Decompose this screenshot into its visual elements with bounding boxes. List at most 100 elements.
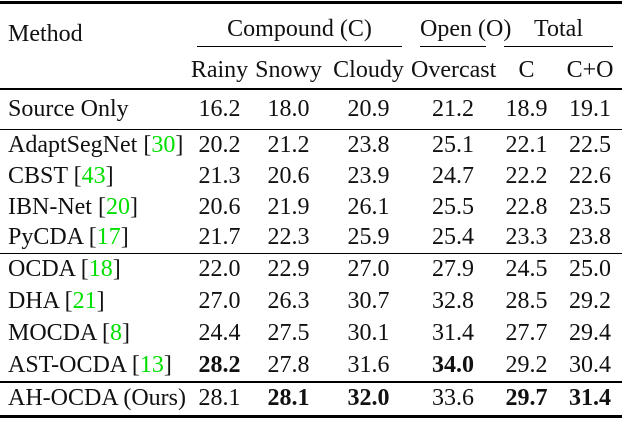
method-cell: AST-OCDA [13] [8,351,172,378]
table-header: Method Compound (C) Open (O) Total Rainy… [0,3,622,89]
value-cell: 25.0 [569,256,612,283]
table-row: PyCDA [17] 21.7 22.3 25.9 25.4 23.3 23.8 [0,223,622,254]
column-group-compound-label: Compound (C) [227,15,372,42]
value-cell: 33.6 [432,385,475,412]
table-row: AdaptSegNet [30] 20.2 21.2 23.8 25.1 22.1 22.5 [0,130,622,161]
citation-link[interactable]: 18 [88,256,113,283]
method-cell: IBN-Net [20] [8,193,138,220]
table-row: AST-OCDA [13] 28.2 27.8 31.6 34.0 29.2 30.4 [0,350,622,382]
compound-group-underline: Compound (C) [197,15,403,47]
value-cell: 27.8 [267,351,310,378]
citation-link[interactable]: 43 [81,162,106,189]
method-name: AH-OCDA (Ours) [8,385,186,412]
citation-link[interactable]: 13 [139,351,164,378]
column-header-overcast: Overcast [411,57,497,83]
method-name: CBST [8,162,68,189]
value-cell: 23.8 [569,224,612,251]
citation-link[interactable]: 8 [110,320,123,346]
value-cell: 23.5 [569,193,612,220]
value-cell: 21.2 [267,131,310,158]
value-cell: 28.5 [505,288,548,314]
value-cell: 24.5 [505,256,548,283]
value-cell: 25.1 [432,131,475,158]
value-cell: 31.4 [432,320,475,346]
value-cell: 32.0 [347,385,390,412]
citation-link[interactable]: 21 [72,288,97,314]
value-cell: 27.7 [505,320,548,346]
value-cell: 29.2 [505,351,548,378]
value-cell: 26.3 [267,288,310,314]
table-row: IBN-Net [20] 20.6 21.9 26.1 25.5 22.8 23.5 [0,192,622,223]
method-name: AST-OCDA [8,351,126,378]
group-header-row: Method Compound (C) Open (O) Total [0,3,622,47]
column-header-rainy: Rainy [190,57,249,83]
benchmark-results-table: Method Compound (C) Open (O) Total Rainy… [0,1,622,418]
method-cell: AH-OCDA (Ours) [0,382,188,417]
method-name: MOCDA [8,320,97,346]
value-cell: 27.5 [267,320,310,346]
value-cell: 32.8 [432,288,475,314]
value-cell: 28.1 [267,385,310,412]
table-row: DHA [21] 27.0 26.3 30.7 32.8 28.5 29.2 [0,286,622,318]
value-cell: 22.2 [505,162,548,189]
value-cell: 30.1 [347,320,390,346]
method-name: OCDA [8,256,75,283]
citation-link[interactable]: 30 [151,131,176,158]
value-cell: 31.6 [347,351,390,378]
column-header-method: Method [8,21,83,48]
value-cell: 29.2 [569,288,612,314]
value-cell: 22.9 [267,256,310,283]
total-group-underline: Total [504,15,614,47]
method-cell: AdaptSegNet [30] [8,131,184,158]
table-row: MOCDA [8] 24.4 27.5 30.1 31.4 27.7 29.4 [0,318,622,350]
value-cell: 20.2 [198,131,241,158]
method-name: Source Only [8,95,129,122]
value-cell: 34.0 [432,351,475,378]
citation-link[interactable]: 20 [105,193,130,220]
value-cell: 20.9 [347,95,390,122]
column-header-cloudy: Cloudy [333,57,404,83]
value-cell: 28.2 [198,351,241,378]
value-cell: 22.3 [267,224,310,251]
value-cell: 18.9 [505,95,548,122]
value-cell: 22.6 [569,162,612,189]
value-cell: 25.4 [432,224,475,251]
value-cell: 22.5 [569,131,612,158]
method-cell: DHA [21] [8,288,105,314]
value-cell: 27.9 [432,256,475,283]
method-cell: CBST [43] [8,162,114,189]
value-cell: 27.0 [347,256,390,283]
citation-link[interactable]: 17 [96,224,121,251]
column-group-total-label: Total [534,15,584,42]
value-cell: 20.6 [267,162,310,189]
column-group-compound: Compound (C) [188,3,411,47]
table-row: AH-OCDA (Ours) 28.1 28.1 32.0 33.6 29.7 31.4 [0,382,622,417]
value-cell: 25.5 [432,193,475,220]
value-cell: 18.0 [267,95,310,122]
value-cell: 29.4 [569,320,612,346]
method-cell: MOCDA [8] [8,320,131,346]
value-cell: 23.9 [347,162,390,189]
column-group-open-label: Open (O) [420,15,512,42]
value-cell: 31.4 [569,385,612,412]
method-name: DHA [8,288,59,314]
method-name: AdaptSegNet [8,131,138,158]
value-cell: 22.8 [505,193,548,220]
column-header-c: C [518,57,535,83]
table-body: Source Only 16.2 18.0 20.9 21.2 18.9 19.1 Adapt… [0,89,622,417]
value-cell: 21.3 [198,162,241,189]
column-group-open: Open (O) [411,3,511,47]
value-cell: 16.2 [198,95,241,122]
value-cell: 21.7 [198,224,241,251]
value-cell: 28.1 [198,385,241,412]
open-group-underline: Open (O) [420,16,511,47]
value-cell: 21.2 [432,95,475,122]
value-cell: 29.7 [505,385,548,412]
method-cell: OCDA [18] [8,256,121,283]
column-group-total: Total [495,3,622,47]
column-header-c-plus-o: C+O [566,57,614,83]
value-cell: 27.0 [198,288,241,314]
value-cell: 23.8 [347,131,390,158]
value-cell: 25.9 [347,224,390,251]
table-row: CBST [43] 21.3 20.6 23.9 24.7 22.2 22.6 [0,161,622,192]
